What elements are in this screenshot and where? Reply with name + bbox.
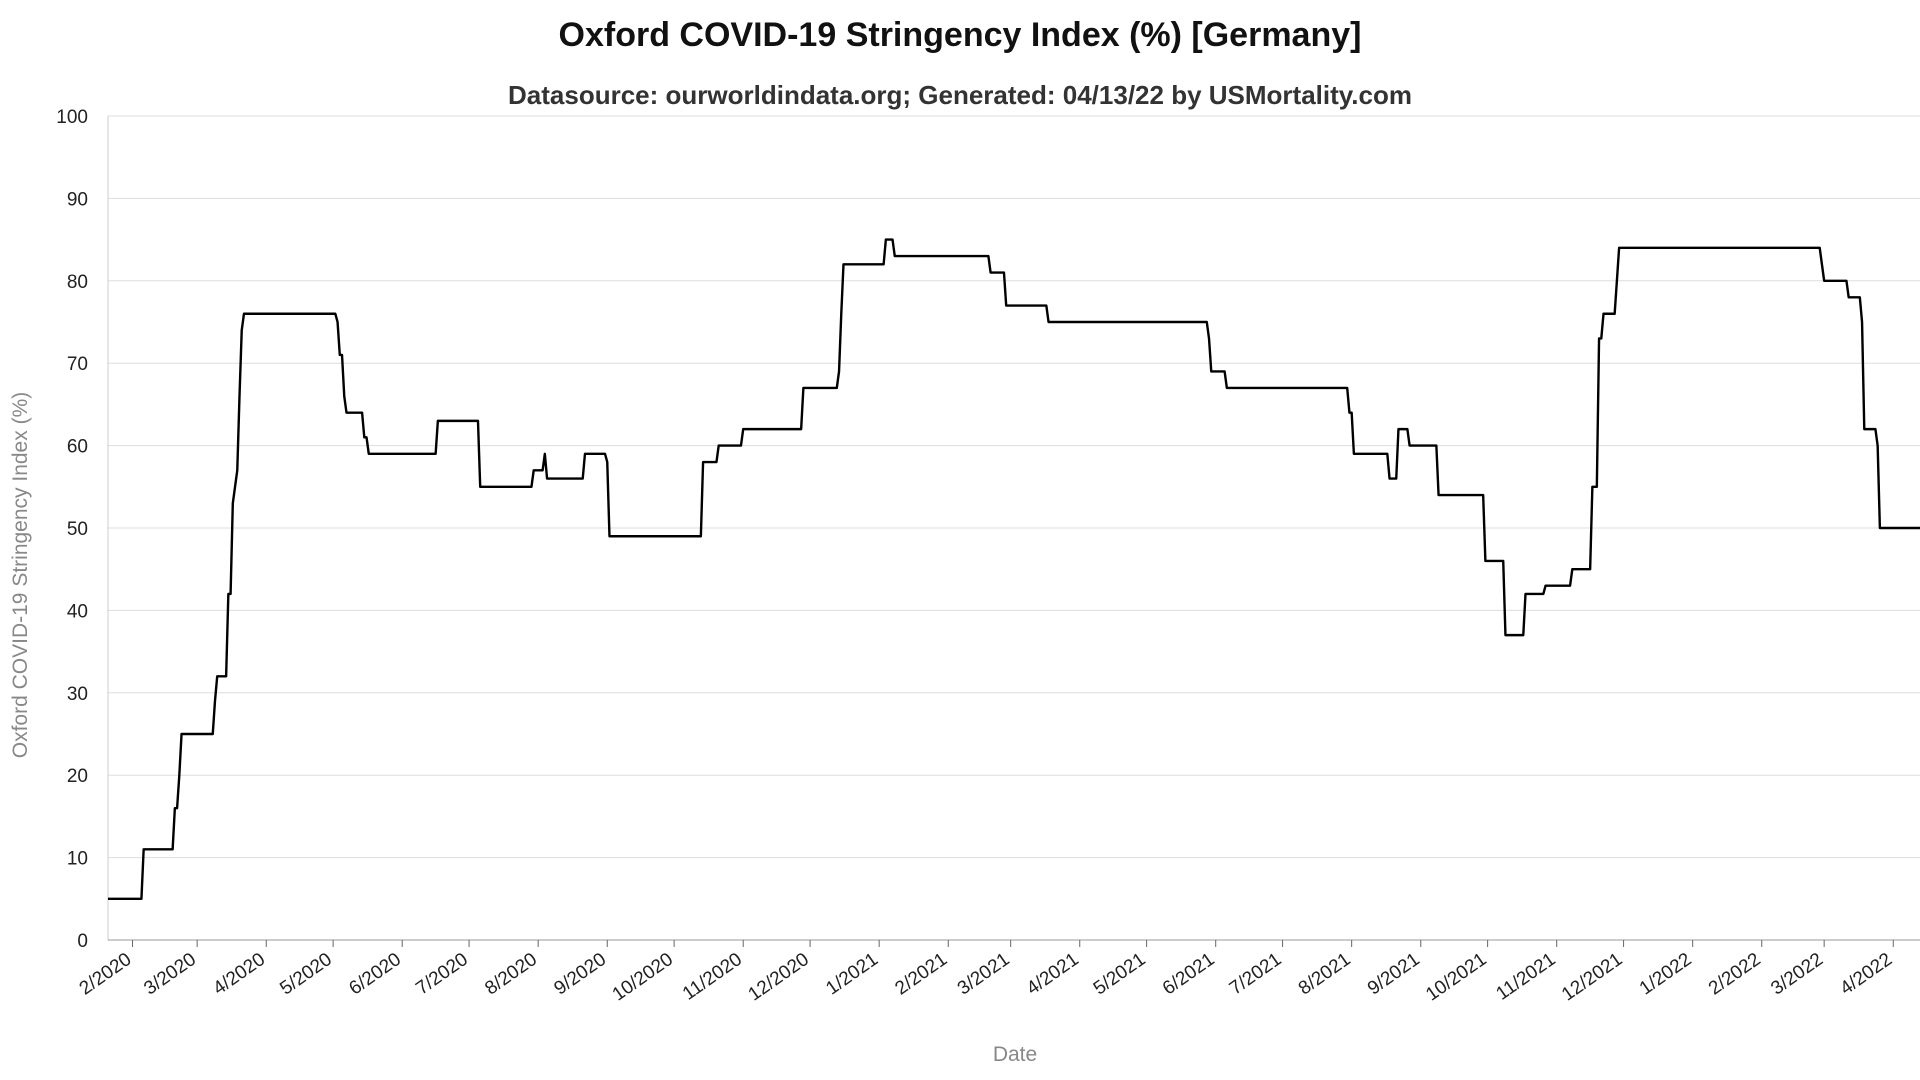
y-tick-label: 70 — [67, 354, 88, 375]
series-line — [108, 238, 1920, 900]
x-tick-label: 10/2021 — [1422, 949, 1490, 1006]
x-tick-label: 11/2020 — [679, 949, 746, 1005]
x-tick-label: 8/2021 — [1295, 949, 1355, 1000]
x-tick-label: 5/2021 — [1090, 949, 1150, 1000]
x-tick-label: 5/2020 — [276, 949, 336, 1000]
x-tick-label: 3/2020 — [140, 949, 200, 1000]
x-tick-label: 7/2021 — [1226, 949, 1286, 1000]
x-tick-label: 9/2021 — [1364, 949, 1424, 1000]
y-axis: 0 10 20 30 40 50 60 70 80 90 100 — [56, 107, 109, 952]
x-tick-label: 12/2021 — [1558, 949, 1626, 1006]
x-tick-label: 1/2022 — [1636, 949, 1696, 1000]
y-tick-label: 0 — [77, 931, 88, 952]
x-tick-label: 4/2020 — [209, 949, 269, 1000]
x-tick-label: 2/2022 — [1705, 949, 1765, 1000]
x-axis: 2/2020 3/2020 4/2020 5/2020 6/2020 7/2020 8/20… — [76, 939, 1920, 1006]
y-tick-label: 50 — [67, 519, 88, 540]
y-axis-title: Oxford COVID-19 Stringency Index (%) — [9, 392, 32, 758]
y-tick-label: 10 — [67, 849, 88, 870]
y-tick-label: 40 — [67, 601, 88, 622]
x-tick-label: 3/2022 — [1767, 949, 1827, 1000]
x-tick-label: 2/2020 — [76, 949, 136, 1000]
y-tick-label: 60 — [67, 437, 88, 458]
y-tick-label: 90 — [67, 189, 88, 210]
x-tick-label: 7/2020 — [412, 949, 472, 1000]
x-tick-label: 6/2020 — [345, 949, 405, 1000]
chart-title: Oxford COVID-19 Stringency Index (%) [Ge… — [558, 16, 1362, 54]
chart-subtitle: Datasource: ourworldindata.org; Generate… — [508, 80, 1412, 110]
x-tick-label: 3/2021 — [954, 949, 1014, 1000]
x-tick-label: 9/2020 — [550, 949, 610, 1000]
x-tick-label: 4/2022 — [1836, 949, 1896, 1000]
y-tick-label: 100 — [56, 107, 88, 128]
grid — [108, 115, 1920, 941]
y-tick-label: 30 — [67, 684, 88, 705]
x-tick-label: 2/2021 — [891, 949, 951, 1000]
x-tick-label: 11/2021 — [1492, 949, 1559, 1005]
x-tick-label: 8/2020 — [481, 949, 541, 1000]
x-tick-label: 4/2021 — [1023, 949, 1083, 1000]
x-tick-label: 10/2020 — [609, 949, 677, 1006]
y-tick-label: 80 — [67, 272, 88, 293]
series-layer — [108, 238, 1920, 900]
x-tick-label: 12/2020 — [745, 949, 813, 1006]
x-axis-title: Date — [993, 1043, 1037, 1066]
x-tick-label: 1/2021 — [822, 949, 882, 1000]
y-tick-label: 20 — [67, 766, 88, 787]
x-tick-label: 6/2021 — [1159, 949, 1219, 1000]
